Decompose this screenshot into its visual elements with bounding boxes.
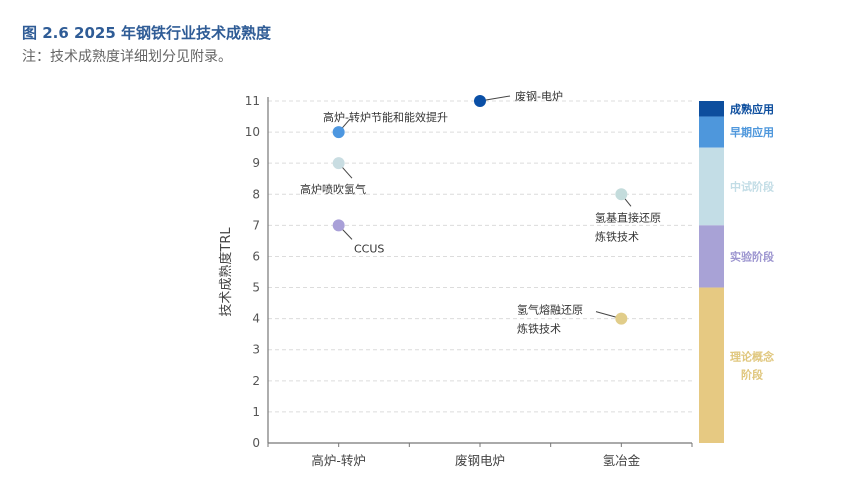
data-point-label: 氢气熔融还原 [517,303,583,317]
data-point [474,95,486,107]
figure-note: 注：技术成熟度详细划分见附录。 [22,49,232,65]
x-category-label: 废钢电炉 [455,453,505,468]
data-point-group: 高炉喷吹氢气 [300,157,366,196]
y-tick-label: 7 [252,218,260,232]
stage-band [699,225,724,288]
data-point [332,126,345,139]
y-tick-label: 10 [245,125,260,139]
data-point-group: CCUS [332,219,384,255]
y-tick-label: 8 [252,187,260,201]
data-point [332,157,345,170]
data-point-label: CCUS [354,242,384,255]
stage-band [699,101,724,117]
x-category-label: 高炉-转炉 [311,453,366,468]
data-point-label: 炼铁技术 [517,322,561,336]
stage-band [699,116,724,148]
data-point-label: 高炉喷吹氢气 [300,182,366,196]
y-tick-label: 1 [252,405,260,419]
y-tick-label: 4 [252,312,260,326]
stage-label: 理论概念 [730,349,775,363]
stage-label: 早期应用 [730,125,774,139]
y-axis-title: 技术成熟度TRL [218,227,234,317]
x-category-label: 氢冶金 [603,453,641,468]
data-point-group: 高炉-转炉节能和能效提升 [323,110,448,139]
data-point-label: 氢基直接还原 [595,210,661,224]
stage-label: 阶段 [741,367,763,381]
y-tick-label: 6 [252,249,260,263]
y-tick-label: 5 [252,281,260,295]
data-point [615,312,628,325]
data-point-label: 高炉-转炉节能和能效提升 [323,110,448,124]
stage-band [699,147,724,226]
data-point [332,219,345,232]
y-tick-label: 9 [252,156,260,170]
data-point-label: 炼铁技术 [595,229,639,243]
data-point-label: 废钢-电炉 [515,89,563,103]
stage-label: 中试阶段 [730,180,774,194]
data-point-group: 废钢-电炉 [474,89,563,107]
figure-title: 图 2.6 2025 年钢铁行业技术成熟度 [22,24,271,42]
stage-band [699,287,724,443]
stage-label: 实验阶段 [730,249,774,263]
y-tick-label: 0 [252,436,260,450]
y-tick-label: 11 [245,94,260,108]
y-tick-label: 2 [252,374,260,388]
y-tick-label: 3 [252,343,260,357]
data-point [615,188,628,201]
stage-label: 成熟应用 [730,102,774,116]
